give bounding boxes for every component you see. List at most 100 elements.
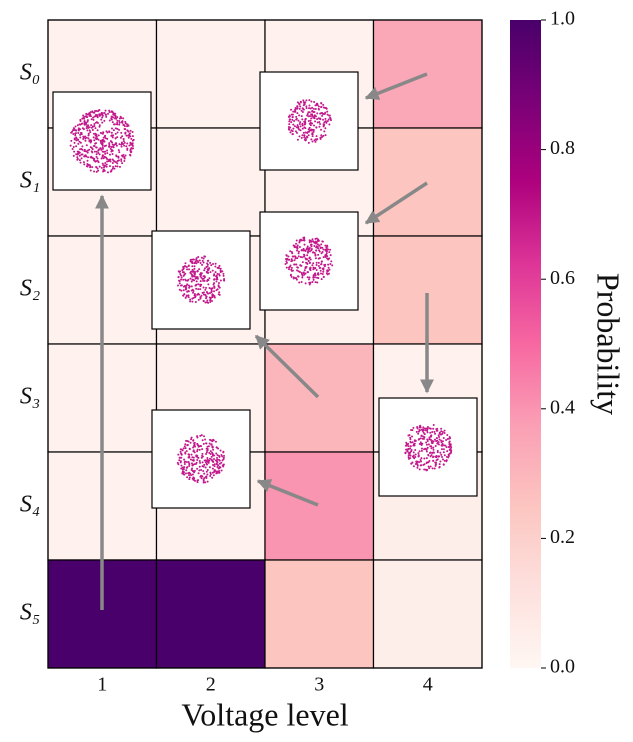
dot — [300, 265, 302, 267]
dot — [222, 451, 224, 453]
dot — [439, 461, 441, 463]
dot — [83, 161, 85, 163]
dot — [203, 480, 205, 482]
dot — [421, 450, 423, 452]
dot — [116, 165, 118, 167]
dot — [132, 135, 134, 137]
dot — [193, 279, 195, 281]
dot — [219, 287, 221, 289]
dot — [446, 450, 448, 452]
dot — [182, 470, 184, 472]
dot — [199, 466, 201, 468]
x-tick-label: 1 — [97, 674, 107, 696]
dot — [325, 120, 327, 122]
dot — [199, 462, 201, 464]
dot — [300, 239, 302, 241]
dot — [209, 262, 211, 264]
dot — [316, 138, 318, 140]
dot — [93, 139, 95, 141]
dot — [90, 156, 92, 158]
dot — [104, 162, 106, 164]
dot — [310, 120, 312, 122]
dot — [423, 469, 425, 471]
dot — [298, 104, 300, 106]
dot — [115, 143, 117, 145]
dot — [307, 245, 309, 247]
dot — [102, 145, 104, 147]
dot — [116, 145, 118, 147]
dot — [189, 448, 191, 450]
dot — [188, 441, 190, 443]
dot — [414, 449, 416, 451]
dot — [195, 288, 197, 290]
dot — [198, 469, 200, 471]
dot — [193, 268, 195, 270]
dot — [305, 131, 307, 133]
dot — [207, 271, 209, 273]
dot — [73, 155, 75, 157]
inset-image — [152, 231, 250, 329]
cell — [374, 128, 483, 236]
dot — [215, 280, 217, 282]
dot — [320, 243, 322, 245]
dot — [318, 245, 320, 247]
dot — [435, 463, 437, 465]
colorbar-tick-label: 0.2 — [550, 526, 575, 548]
dot — [417, 433, 419, 435]
dot — [110, 161, 112, 163]
dot — [192, 292, 194, 294]
dot — [185, 440, 187, 442]
dot — [93, 116, 95, 118]
dot — [84, 135, 86, 137]
dot — [89, 126, 91, 128]
dot — [203, 300, 205, 302]
dot — [317, 277, 319, 279]
dot — [436, 459, 438, 461]
dot — [439, 432, 441, 434]
dot — [120, 144, 122, 146]
dot — [206, 457, 208, 459]
dot — [206, 473, 208, 475]
dot — [103, 137, 105, 139]
dot — [293, 259, 295, 261]
dot — [87, 125, 89, 127]
dot — [317, 254, 319, 256]
dot — [298, 255, 300, 257]
dot — [316, 135, 318, 137]
dot — [130, 151, 132, 153]
dot — [301, 123, 303, 125]
dot — [325, 134, 327, 136]
dot — [321, 115, 323, 117]
dot — [301, 272, 303, 274]
dot — [199, 260, 201, 262]
dot — [206, 301, 208, 303]
dot — [315, 108, 317, 110]
dot — [295, 116, 297, 118]
dot — [82, 138, 84, 140]
dot — [207, 264, 209, 266]
dot — [312, 135, 314, 137]
dot — [304, 255, 306, 257]
dot — [119, 166, 121, 168]
dot — [120, 116, 122, 118]
dot — [444, 432, 446, 434]
dot — [106, 160, 108, 162]
dot — [92, 157, 94, 159]
inset-image — [260, 72, 358, 170]
dot — [318, 126, 320, 128]
dot — [216, 457, 218, 459]
dot — [117, 132, 119, 134]
dot — [203, 435, 205, 437]
dot — [113, 123, 115, 125]
dot — [103, 169, 105, 171]
dot — [200, 280, 202, 282]
dot — [330, 254, 332, 256]
dot — [443, 451, 445, 453]
dot — [303, 272, 305, 274]
dot — [309, 268, 311, 270]
dot — [198, 299, 200, 301]
dot — [327, 264, 329, 266]
dot — [111, 132, 113, 134]
dot — [199, 460, 201, 462]
dot — [429, 432, 431, 434]
